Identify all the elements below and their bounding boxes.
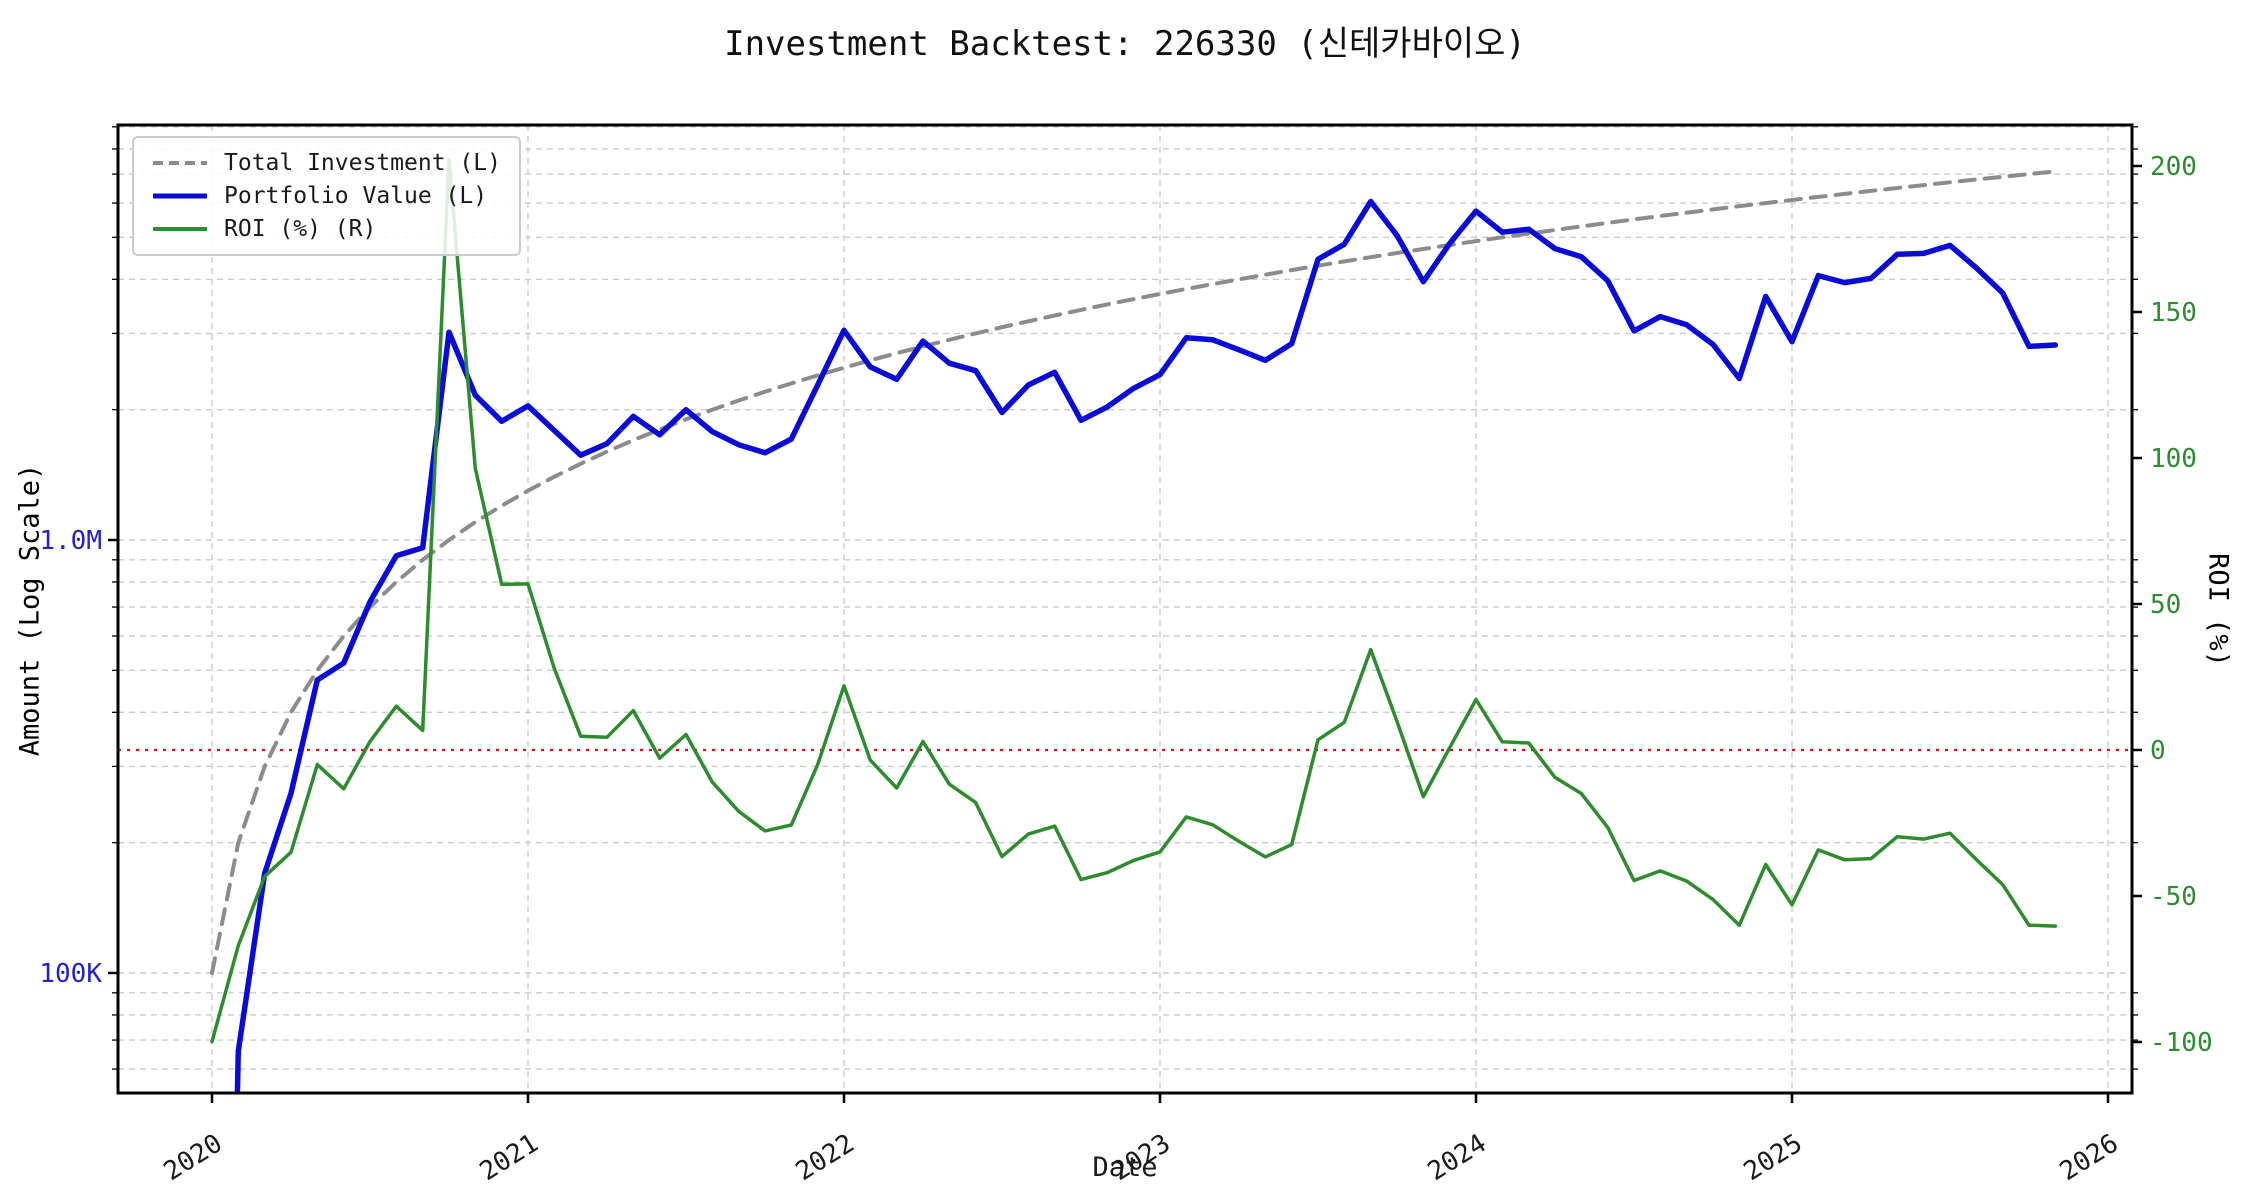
roi-tick-label: 0 bbox=[2150, 736, 2166, 766]
legend-item-portfolio-value: Portfolio Value (L) bbox=[152, 183, 501, 209]
legend: Total Investment (L) Portfolio Value (L)… bbox=[132, 136, 521, 256]
right-axis-label: ROI (%) bbox=[2202, 553, 2234, 667]
series-group bbox=[210, 158, 2059, 1093]
portfolio-value-line bbox=[234, 198, 2059, 1093]
legend-solid-line-icon bbox=[153, 193, 207, 199]
legend-item-label: Total Investment (L) bbox=[224, 150, 501, 176]
legend-item-label: Portfolio Value (L) bbox=[224, 183, 488, 209]
x-tick-label: 2021 bbox=[475, 1128, 544, 1187]
x-axis-label: Date bbox=[1092, 1152, 1158, 1183]
x-tick-label: 2024 bbox=[1423, 1128, 1492, 1187]
grid bbox=[118, 125, 2132, 1093]
roi-tick-label: 100 bbox=[2150, 444, 2197, 474]
tick-labels: 1.0M 100K 200 150 100 50 0 -50 -100 2020 2021 2022 2… bbox=[39, 152, 2212, 1187]
legend-item-total-investment: Total Investment (L) bbox=[152, 150, 501, 176]
total-investment-line bbox=[210, 169, 2058, 975]
roi-line bbox=[210, 158, 2058, 1044]
legend-dashed-line-icon bbox=[153, 161, 207, 165]
amount-tick-label: 1.0M bbox=[39, 526, 102, 556]
x-tick-label: 2025 bbox=[1739, 1128, 1808, 1187]
plot-border bbox=[116, 123, 2134, 1095]
x-tick-label: 2026 bbox=[2055, 1128, 2124, 1187]
legend-solid-line-icon bbox=[153, 227, 207, 231]
x-tick-label: 2020 bbox=[159, 1128, 228, 1187]
ticks bbox=[108, 126, 2142, 1103]
roi-tick-label: 150 bbox=[2150, 298, 2197, 328]
amount-tick-label: 100K bbox=[39, 959, 102, 989]
legend-item-label: ROI (%) (R) bbox=[224, 216, 377, 242]
x-tick-label: 2022 bbox=[791, 1128, 860, 1187]
left-axis-label: Amount (Log Scale) bbox=[14, 463, 46, 757]
roi-tick-label: -100 bbox=[2150, 1028, 2213, 1058]
roi-tick-label: 50 bbox=[2150, 590, 2181, 620]
chart-title: Investment Backtest: 226330 (신테카바이오) bbox=[724, 24, 1526, 64]
legend-item-roi: ROI (%) (R) bbox=[152, 216, 501, 242]
roi-tick-label: 200 bbox=[2150, 152, 2197, 182]
roi-tick-label: -50 bbox=[2150, 882, 2197, 912]
